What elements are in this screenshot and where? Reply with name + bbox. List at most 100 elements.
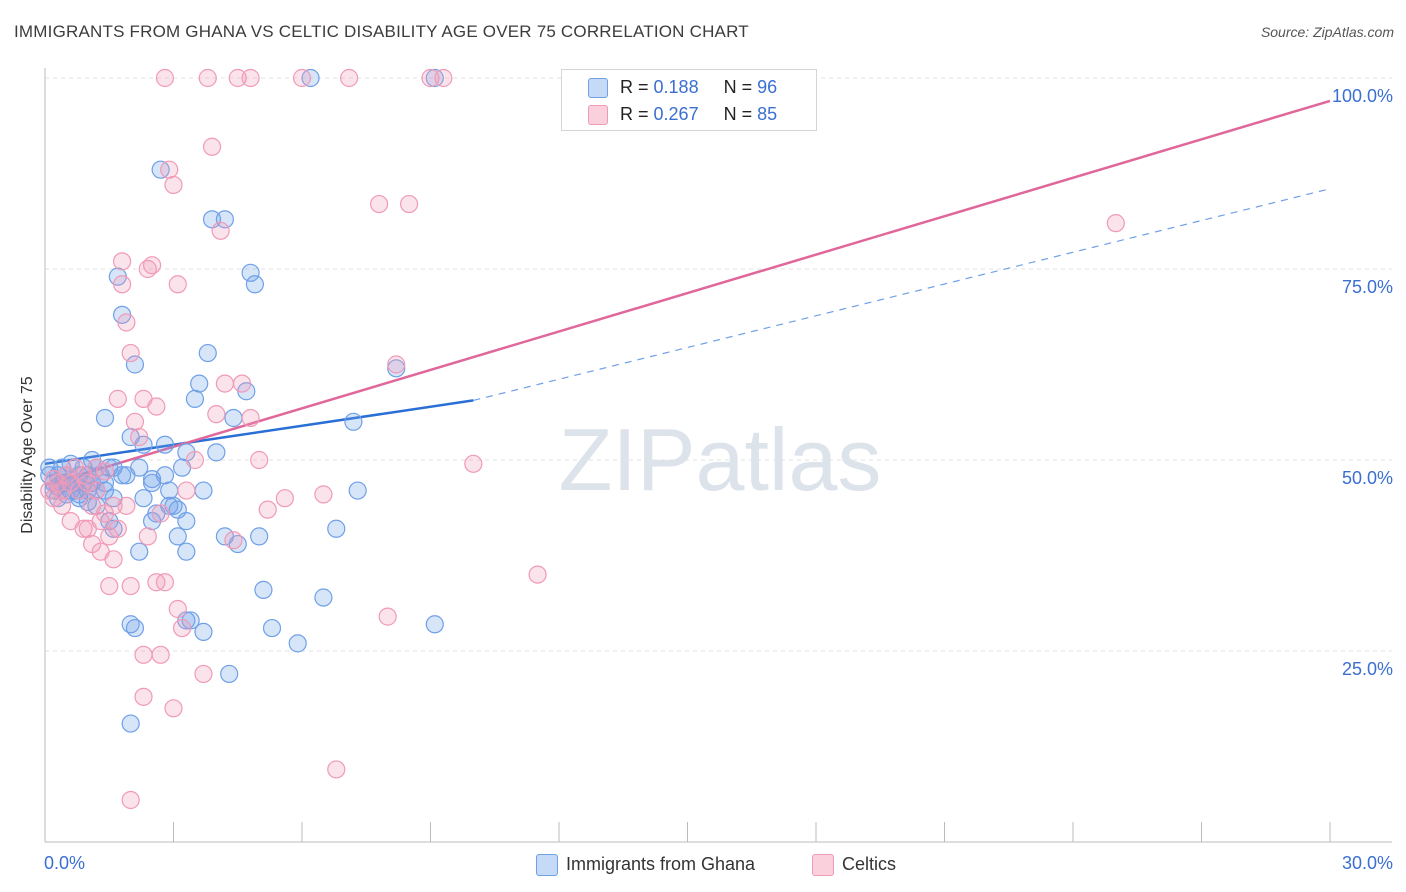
x-tick-label: 0.0% (44, 853, 85, 873)
celtics-point (74, 519, 93, 538)
x-tick-label: 30.0% (1342, 853, 1393, 873)
celtics-point (147, 573, 166, 592)
ghana-point (168, 527, 187, 546)
celtics-point (151, 645, 170, 664)
celtics-point (378, 607, 397, 626)
celtics-point (117, 313, 136, 332)
bottom-legend-swatch-ghana (536, 854, 558, 876)
celtics-point (142, 256, 162, 275)
ghana-point (224, 408, 243, 428)
legend-n-value: 96 (757, 77, 778, 97)
ghana-point (262, 618, 282, 638)
celtics-point (464, 454, 483, 473)
celtics-point (207, 405, 226, 424)
celtics-point (112, 252, 132, 271)
celtics-point (104, 550, 123, 569)
celtics-point (138, 527, 157, 546)
celtics-point (177, 481, 196, 500)
ghana-trend-extension (473, 188, 1331, 401)
legend-r-label: R = (620, 77, 649, 97)
y-axis-label: Disability Age Over 75 (19, 376, 36, 534)
celtics-point (168, 275, 187, 294)
celtics-point (155, 68, 175, 88)
celtics-trend-line (44, 99, 1331, 487)
celtics-point (121, 343, 140, 363)
celtics-point (224, 531, 243, 550)
ghana-point (250, 527, 269, 546)
ghana-point (190, 374, 209, 393)
ghana-point (177, 542, 196, 561)
celtics-point (399, 194, 419, 214)
ghana-point (207, 443, 226, 462)
trend-lines (44, 99, 1331, 487)
celtics-point (241, 408, 260, 428)
ghana-point (288, 634, 307, 653)
ghana-point (241, 263, 260, 282)
celtics-point (160, 160, 179, 179)
legend-swatch-celtics (588, 105, 608, 125)
celtics-point (121, 576, 140, 596)
celtics-point (434, 68, 453, 88)
ghana-point (344, 412, 363, 431)
celtics-point (130, 427, 149, 447)
bottom-legend-label-ghana: Immigrants from Ghana (566, 854, 756, 874)
ghana-point (215, 210, 234, 229)
ghana-point (125, 618, 145, 638)
celtics-point (292, 68, 312, 88)
y-tick-label: 25.0% (1342, 659, 1393, 679)
ghana-point (185, 389, 205, 408)
celtics-point (112, 275, 132, 294)
legend-n-value: 85 (757, 104, 778, 124)
y-tick-label: 100.0% (1332, 86, 1393, 106)
legend-n-label: N = (723, 104, 753, 124)
ghana-point (314, 588, 333, 607)
celtics-point (275, 489, 294, 508)
celtics-point (164, 699, 183, 718)
ghana-point (121, 714, 140, 733)
ghana-point (142, 470, 162, 489)
legend-r-value: 0.267 (653, 104, 699, 124)
celtics-point (340, 68, 359, 88)
grid-lines (45, 77, 1392, 652)
source-label: Source: ZipAtlas.com (1260, 24, 1394, 40)
data-points (40, 68, 1125, 810)
ghana-point (220, 664, 239, 684)
ghana-point (387, 359, 406, 378)
ghana-point (194, 622, 213, 642)
celtics-point (421, 68, 440, 88)
celtics-point (108, 389, 127, 408)
celtics-point (100, 576, 119, 596)
legend-r-label: R = (620, 104, 649, 124)
celtics-point (198, 68, 217, 88)
tick-labels: 25.0% 50.0% 75.0% 100.0% 0.0% 30.0% (44, 86, 1393, 873)
bottom-legend-swatch-celtics (812, 854, 834, 876)
celtics-point (44, 470, 63, 489)
celtics-point (134, 687, 153, 706)
ghana-point (160, 481, 179, 500)
ghana-point (130, 542, 149, 561)
celtics-point (211, 221, 230, 240)
legend-n-label: N = (723, 77, 753, 97)
legend-r-value: 0.188 (653, 77, 699, 97)
ghana-point (254, 580, 273, 599)
ghana-point (194, 481, 213, 500)
celtics-point (194, 664, 213, 684)
ghana-trend-line (44, 399, 474, 466)
ghana-point (155, 435, 175, 454)
ghana-point (425, 615, 444, 634)
celtics-point (215, 374, 234, 393)
correlation-legend: R = 0.188 N = 96 R = 0.267 N = 85 (561, 69, 817, 131)
celtics-point (172, 618, 192, 638)
celtics-point (117, 496, 136, 515)
celtics-point (258, 500, 277, 519)
celtics-point (250, 450, 269, 470)
celtics-point (151, 504, 170, 523)
celtics-point (1106, 214, 1125, 233)
celtics-point (125, 412, 145, 431)
celtics-point (83, 534, 102, 554)
celtics-point (202, 137, 222, 156)
axes (44, 68, 1392, 843)
ghana-point (134, 489, 153, 508)
ghana-point (198, 343, 217, 363)
celtics-point (87, 458, 106, 477)
